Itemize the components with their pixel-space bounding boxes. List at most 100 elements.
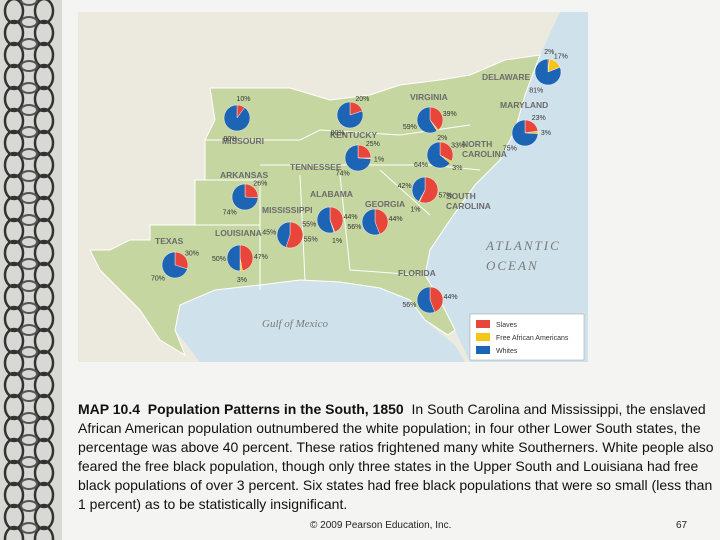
pie-wedge [374, 208, 389, 235]
state-label: MISSISSIPPI [262, 205, 313, 215]
chain-link [33, 415, 55, 443]
chain-link [33, 239, 55, 267]
pie-wedge [344, 144, 372, 172]
chain-link [3, 19, 25, 47]
pie-label: 44% [389, 216, 403, 223]
pie-label: 55% [304, 236, 318, 243]
state-label: DELAWARE [482, 72, 531, 82]
chain-link [33, 173, 55, 201]
pie-label: 17% [554, 53, 568, 60]
pie-wedge [336, 101, 364, 129]
atlantic-ocean [425, 12, 588, 362]
chain-link [3, 437, 25, 465]
chain-link [3, 107, 25, 135]
state-label: CAROLINA [462, 149, 507, 159]
chain-link [33, 63, 55, 91]
pie-wedge [439, 141, 454, 162]
pie-wedge [285, 221, 304, 249]
pie-label: 80% [331, 130, 345, 137]
chain-link [3, 327, 25, 355]
chain-link [3, 283, 25, 311]
chain-link [3, 459, 25, 487]
pie-label: 45% [262, 230, 276, 237]
pie-wedge [416, 106, 438, 134]
pie-label: 56% [347, 224, 361, 231]
chain-link [33, 0, 55, 25]
pie-wedge [223, 104, 251, 132]
state-borders [195, 124, 481, 290]
chain-link [3, 217, 25, 245]
caption-label: MAP 10.4 [78, 401, 140, 417]
chain-link [3, 305, 25, 333]
chain-link [33, 371, 55, 399]
chain-link [3, 371, 25, 399]
pie-label: 50% [212, 256, 226, 263]
chain-link [3, 129, 25, 157]
chain-link [3, 261, 25, 289]
chain-link [3, 41, 25, 69]
pie-wedge [419, 176, 439, 204]
pie-wedge [534, 58, 562, 86]
pie-label: 64% [414, 162, 428, 169]
chain-link [3, 63, 25, 91]
caption-title: Population Patterns in the South, 1850 [147, 401, 404, 417]
chain-link [20, 60, 38, 72]
chain-link [20, 258, 38, 270]
chain-link [33, 129, 55, 157]
chain-link [33, 195, 55, 223]
chain-link [33, 481, 55, 509]
water-label: OCEAN [486, 258, 539, 273]
chain-link [20, 456, 38, 468]
pie-label: 57% [438, 193, 452, 200]
chain-link [3, 503, 25, 531]
chain-link [3, 151, 25, 179]
chain-link [33, 85, 55, 113]
legend-label: Slaves [496, 322, 518, 329]
chain-link [3, 239, 25, 267]
page-number: 67 [676, 520, 688, 531]
chain-link [3, 195, 25, 223]
chain-link [33, 217, 55, 245]
chain-link [3, 481, 25, 509]
chain-link [20, 170, 38, 182]
state-label: LOUISIANA [215, 228, 262, 238]
chain-link [33, 437, 55, 465]
state-label: SOUTH [446, 191, 476, 201]
chain-link [33, 349, 55, 377]
chain-link [20, 82, 38, 94]
chain-link [20, 0, 38, 6]
chain-link [20, 16, 38, 28]
legend-label: Free African Americans [496, 335, 569, 342]
chain-link [20, 104, 38, 116]
chain-link [20, 500, 38, 512]
state-label: ALABAMA [310, 189, 353, 199]
chain-link [20, 214, 38, 226]
pie-label: 2% [437, 135, 447, 142]
pie-label: 74% [336, 170, 350, 177]
chain-link [20, 324, 38, 336]
chain-link [20, 126, 38, 138]
chain-link [20, 478, 38, 490]
pie-label: 44% [344, 214, 358, 221]
chain-link [3, 0, 25, 25]
pie-label: 3% [452, 165, 462, 172]
pie-wedge [231, 183, 259, 211]
state-label: MARYLAND [500, 100, 548, 110]
pie-label: 56% [402, 302, 416, 309]
pie-label: 75% [503, 145, 517, 152]
pie-wedge [511, 119, 539, 147]
chain-link [33, 151, 55, 179]
pie-label: 90% [224, 136, 238, 143]
state-label: KENTUCKY [330, 130, 378, 140]
pie-label: 81% [529, 87, 543, 94]
state-label: CAROLINA [446, 201, 491, 211]
chain-link [20, 368, 38, 380]
chain-link [20, 390, 38, 402]
chain-link [3, 393, 25, 421]
pie-wedge [411, 176, 426, 202]
pie-label: 59% [403, 124, 417, 131]
pie-wedge [174, 251, 189, 270]
decorative-border [0, 0, 62, 540]
pie-label: 30% [185, 251, 199, 258]
chain-link [33, 503, 55, 531]
